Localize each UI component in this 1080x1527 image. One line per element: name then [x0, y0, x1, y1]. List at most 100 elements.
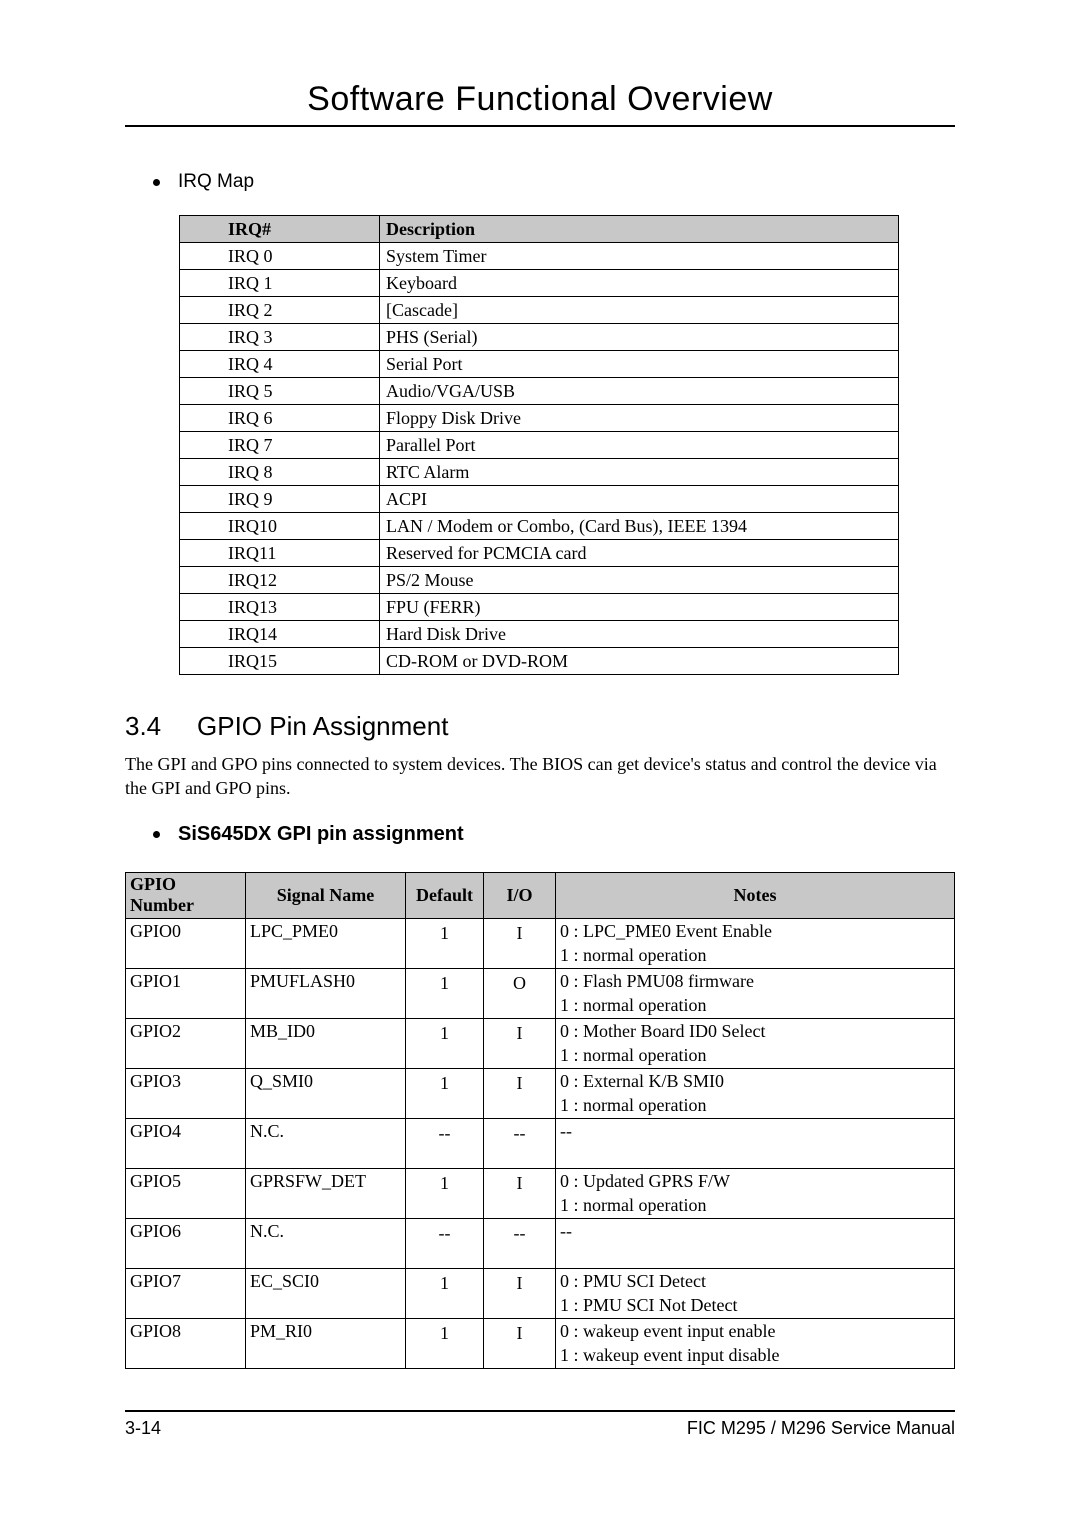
irq-cell-desc: FPU (FERR) [380, 594, 899, 621]
footer-rule [125, 1410, 955, 1412]
irq-cell-irq: IRQ 3 [180, 324, 380, 351]
irq-cell-irq: IRQ 6 [180, 405, 380, 432]
gpio-cell-number: GPIO5 [126, 1168, 246, 1218]
gpio-cell-notes: 0 : External K/B SMI01 : normal operatio… [556, 1068, 955, 1118]
table-row: IRQ 0System Timer [180, 243, 899, 270]
gpio-header-gpio-l1: GPIO [130, 874, 245, 895]
gpio-cell-io: O [484, 968, 556, 1018]
gpio-cell-signal: Q_SMI0 [246, 1068, 406, 1118]
irq-cell-irq: IRQ11 [180, 540, 380, 567]
irq-cell-irq: IRQ15 [180, 648, 380, 675]
gpio-cell-notes: 0 : PMU SCI Detect1 : PMU SCI Not Detect [556, 1268, 955, 1318]
irq-header-desc: Description [380, 216, 899, 243]
irq-cell-desc: [Cascade] [380, 297, 899, 324]
gpio-header-default: Default [406, 872, 484, 918]
gpio-cell-number: GPIO1 [126, 968, 246, 1018]
table-row: GPIO1PMUFLASH01O0 : Flash PMU08 firmware… [126, 968, 955, 1018]
irq-cell-desc: Keyboard [380, 270, 899, 297]
irq-cell-irq: IRQ13 [180, 594, 380, 621]
table-row: IRQ14Hard Disk Drive [180, 621, 899, 648]
table-row: IRQ 4Serial Port [180, 351, 899, 378]
gpio-section-body: The GPI and GPO pins connected to system… [125, 752, 955, 801]
irq-cell-irq: IRQ 9 [180, 486, 380, 513]
irq-cell-desc: Parallel Port [380, 432, 899, 459]
gpio-cell-notes: -- [556, 1118, 955, 1168]
gpio-cell-number: GPIO3 [126, 1068, 246, 1118]
table-row: IRQ 2[Cascade] [180, 297, 899, 324]
irq-header-irq: IRQ# [180, 216, 380, 243]
irq-cell-desc: Reserved for PCMCIA card [380, 540, 899, 567]
table-row: GPIO2MB_ID01I0 : Mother Board ID0 Select… [126, 1018, 955, 1068]
irq-cell-irq: IRQ10 [180, 513, 380, 540]
irq-cell-desc: Hard Disk Drive [380, 621, 899, 648]
gpio-cell-notes: 0 : wakeup event input enable1 : wakeup … [556, 1318, 955, 1368]
irq-cell-desc: PS/2 Mouse [380, 567, 899, 594]
gpio-cell-default: 1 [406, 1018, 484, 1068]
gpio-cell-signal: EC_SCI0 [246, 1268, 406, 1318]
gpio-sub-label: SiS645DX GPI pin assignment [178, 823, 464, 846]
page-footer: 3-14 FIC M295 / M296 Service Manual [125, 1418, 955, 1439]
table-row: IRQ 8RTC Alarm [180, 459, 899, 486]
table-row: IRQ 6Floppy Disk Drive [180, 405, 899, 432]
table-row: IRQ15CD-ROM or DVD-ROM [180, 648, 899, 675]
table-row: IRQ12PS/2 Mouse [180, 567, 899, 594]
gpio-header-io: I/O [484, 872, 556, 918]
irq-cell-irq: IRQ12 [180, 567, 380, 594]
table-row: GPIO0LPC_PME01I0 : LPC_PME0 Event Enable… [126, 918, 955, 968]
table-row: IRQ11Reserved for PCMCIA card [180, 540, 899, 567]
gpio-header-gpio-l2: Number [130, 895, 245, 916]
gpio-cell-signal: N.C. [246, 1218, 406, 1268]
irq-cell-irq: IRQ 7 [180, 432, 380, 459]
gpio-cell-signal: MB_ID0 [246, 1018, 406, 1068]
gpio-cell-io: I [484, 918, 556, 968]
gpio-table: GPIO Number Signal Name Default I/O Note… [125, 872, 955, 1369]
gpio-cell-io: I [484, 1318, 556, 1368]
gpio-cell-io: -- [484, 1118, 556, 1168]
table-row: GPIO8PM_RI01I0 : wakeup event input enab… [126, 1318, 955, 1368]
table-row: IRQ13FPU (FERR) [180, 594, 899, 621]
irq-cell-irq: IRQ 5 [180, 378, 380, 405]
gpio-sub-heading: SiS645DX GPI pin assignment [153, 823, 955, 846]
gpio-cell-default: 1 [406, 1268, 484, 1318]
irq-cell-desc: Audio/VGA/USB [380, 378, 899, 405]
gpio-cell-notes: 0 : Updated GPRS F/W1 : normal operation [556, 1168, 955, 1218]
table-row: IRQ 5Audio/VGA/USB [180, 378, 899, 405]
gpio-cell-default: 1 [406, 968, 484, 1018]
gpio-cell-default: 1 [406, 1168, 484, 1218]
gpio-cell-default: 1 [406, 1068, 484, 1118]
chapter-title: Software Functional Overview [125, 80, 955, 127]
irq-table: IRQ# Description IRQ 0System TimerIRQ 1K… [179, 215, 899, 675]
gpio-cell-number: GPIO6 [126, 1218, 246, 1268]
irq-cell-desc: System Timer [380, 243, 899, 270]
gpio-section-title: GPIO Pin Assignment [197, 711, 448, 742]
gpio-cell-io: I [484, 1068, 556, 1118]
gpio-cell-default: -- [406, 1218, 484, 1268]
gpio-cell-io: I [484, 1168, 556, 1218]
gpio-cell-notes: 0 : LPC_PME0 Event Enable1 : normal oper… [556, 918, 955, 968]
irq-cell-irq: IRQ 0 [180, 243, 380, 270]
irq-map-heading: IRQ Map [153, 171, 955, 193]
irq-cell-desc: PHS (Serial) [380, 324, 899, 351]
gpio-cell-signal: N.C. [246, 1118, 406, 1168]
gpio-header-gpio: GPIO Number [126, 872, 246, 918]
irq-cell-desc: Floppy Disk Drive [380, 405, 899, 432]
gpio-cell-signal: GPRSFW_DET [246, 1168, 406, 1218]
gpio-cell-default: 1 [406, 918, 484, 968]
gpio-cell-number: GPIO0 [126, 918, 246, 968]
gpio-cell-number: GPIO8 [126, 1318, 246, 1368]
irq-cell-desc: LAN / Modem or Combo, (Card Bus), IEEE 1… [380, 513, 899, 540]
table-row: GPIO5GPRSFW_DET1I0 : Updated GPRS F/W1 :… [126, 1168, 955, 1218]
irq-cell-irq: IRQ 8 [180, 459, 380, 486]
irq-map-label: IRQ Map [178, 171, 254, 193]
gpio-cell-notes: 0 : Flash PMU08 firmware1 : normal opera… [556, 968, 955, 1018]
table-row: IRQ 3PHS (Serial) [180, 324, 899, 351]
gpio-cell-default: 1 [406, 1318, 484, 1368]
gpio-section-number: 3.4 [125, 711, 197, 742]
footer-manual-title: FIC M295 / M296 Service Manual [687, 1418, 955, 1439]
gpio-cell-signal: PM_RI0 [246, 1318, 406, 1368]
gpio-cell-io: -- [484, 1218, 556, 1268]
bullet-icon [153, 831, 160, 838]
gpio-cell-default: -- [406, 1118, 484, 1168]
irq-cell-irq: IRQ14 [180, 621, 380, 648]
gpio-cell-notes: -- [556, 1218, 955, 1268]
